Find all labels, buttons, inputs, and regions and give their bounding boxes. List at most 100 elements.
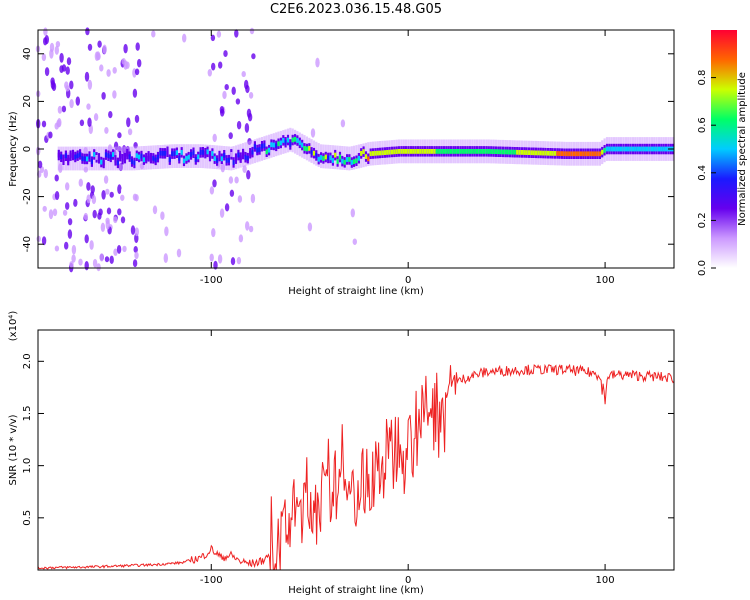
- spectrogram-core: [81, 156, 84, 161]
- spectrogram-core: [171, 151, 174, 157]
- spectrogram-cell: [228, 132, 233, 140]
- spectrogram-core: [289, 142, 292, 147]
- colorbar-tick-label: 0.8: [697, 70, 708, 86]
- colorbar-tick-label: 0.4: [697, 165, 708, 181]
- spectrogram-cell: [307, 222, 313, 232]
- spectrogram-cell: [48, 131, 53, 139]
- spectrogram-core: [596, 151, 599, 157]
- spectrogram-core: [213, 156, 216, 161]
- spectrogram-core: [242, 151, 245, 157]
- spectrogram-core: [643, 146, 646, 152]
- spectrogram-cell: [54, 45, 59, 55]
- spectrogram-core: [140, 153, 143, 159]
- spectrogram-cell: [248, 225, 254, 233]
- spectrogram-core: [381, 150, 384, 156]
- spectrogram-core: [610, 146, 613, 152]
- spectrogram-core: [504, 149, 507, 155]
- spectrogram-cell: [166, 169, 171, 180]
- spectrogram-cell: [117, 208, 122, 216]
- spectrogram-core: [530, 150, 533, 156]
- spectrogram-core: [348, 157, 351, 162]
- spectrogram-cell: [109, 191, 114, 198]
- spectrogram-core: [249, 150, 252, 156]
- spectrogram-cell: [94, 51, 100, 62]
- spectrogram-cell: [137, 58, 142, 68]
- spectrogram-cell: [65, 85, 70, 92]
- spectrogram-core: [230, 152, 233, 157]
- spectrogram-cell: [105, 217, 110, 224]
- spectrogram-core: [76, 153, 79, 159]
- colorbar: 0.0 0.2 0.4 0.6 0.8 Normalized spectral ampl…: [697, 30, 748, 276]
- spectrogram-x-label: Height of straight line (km): [288, 286, 424, 297]
- spectrogram-core: [561, 151, 564, 156]
- spectrogram-cell: [246, 108, 252, 118]
- spectrogram-core: [386, 150, 389, 155]
- spectrogram-core: [447, 149, 450, 154]
- spectrogram-core: [485, 149, 488, 154]
- spectrogram-cell: [112, 66, 117, 74]
- snr-x-tick-label: 0: [405, 575, 411, 586]
- spectrogram-core: [636, 146, 639, 152]
- spectrogram-cell: [86, 181, 91, 191]
- spectrogram-core: [161, 150, 164, 156]
- spectrogram-cell: [37, 160, 43, 169]
- spectrogram-cell: [108, 110, 113, 119]
- spectrogram-core: [440, 149, 443, 154]
- colorbar-tick-label: 0.2: [697, 212, 708, 228]
- spectrogram-core: [322, 156, 325, 161]
- spectrogram-cell: [211, 228, 216, 238]
- spectrogram-core: [67, 157, 70, 163]
- spectrogram-core: [182, 158, 186, 164]
- spectrogram-cell: [241, 71, 246, 78]
- spectrogram-cell: [41, 236, 47, 246]
- spectrogram-core: [168, 157, 171, 163]
- spectrogram-core: [353, 159, 356, 164]
- spectrogram-core: [549, 150, 552, 156]
- spectrogram-core: [499, 149, 502, 155]
- spectrogram-cell: [54, 190, 60, 201]
- spectrogram-core: [615, 146, 618, 152]
- spectrogram-core: [173, 151, 176, 157]
- spectrogram-core: [525, 150, 528, 155]
- spectrogram-cell: [219, 208, 225, 218]
- spectrogram-core: [346, 157, 349, 162]
- spectrogram-core: [197, 154, 200, 160]
- spectrogram-core: [357, 155, 360, 161]
- snr-frame: [37, 329, 675, 571]
- spectrogram-cell: [106, 69, 111, 77]
- spectrogram-cell: [87, 79, 93, 90]
- spectrogram-cell: [119, 169, 125, 178]
- spectrogram-core: [220, 156, 223, 162]
- spectrogram-core: [480, 149, 483, 154]
- spectrogram-cell: [44, 67, 50, 77]
- spectrogram-core: [126, 151, 129, 157]
- spectrogram-core: [532, 150, 535, 156]
- spectrogram-core: [582, 151, 585, 157]
- spectrogram-cell: [134, 227, 139, 237]
- spectrogram-core: [104, 152, 108, 158]
- spectrogram-cell: [314, 80, 319, 90]
- spectrogram-core: [114, 157, 117, 163]
- spectrogram-core: [598, 151, 601, 157]
- spectrogram-core: [428, 149, 431, 154]
- spectrogram-cell: [236, 256, 242, 265]
- spectrogram-core: [206, 149, 209, 155]
- spectrogram-core: [367, 156, 370, 162]
- spectrogram-cell: [224, 84, 229, 91]
- spectrogram-core: [426, 149, 429, 154]
- spectrogram-cell: [126, 117, 131, 128]
- spectrogram-core: [180, 150, 183, 155]
- spectrogram-core: [624, 146, 627, 152]
- spectrogram-cell: [134, 251, 139, 260]
- spectrogram-core: [60, 154, 63, 160]
- spectrogram-core: [419, 149, 422, 154]
- snr-y-multiplier: (x10⁴): [8, 311, 19, 342]
- spectrogram-cell: [83, 212, 89, 221]
- spectrogram-core: [395, 149, 398, 154]
- snr-x-tick-label: 100: [596, 575, 615, 586]
- spectrogram-cell: [224, 203, 230, 212]
- spectrogram-core: [388, 149, 391, 155]
- spectrogram-cell: [130, 225, 136, 235]
- spectrogram-core: [324, 154, 327, 160]
- spectrogram-core: [660, 146, 663, 152]
